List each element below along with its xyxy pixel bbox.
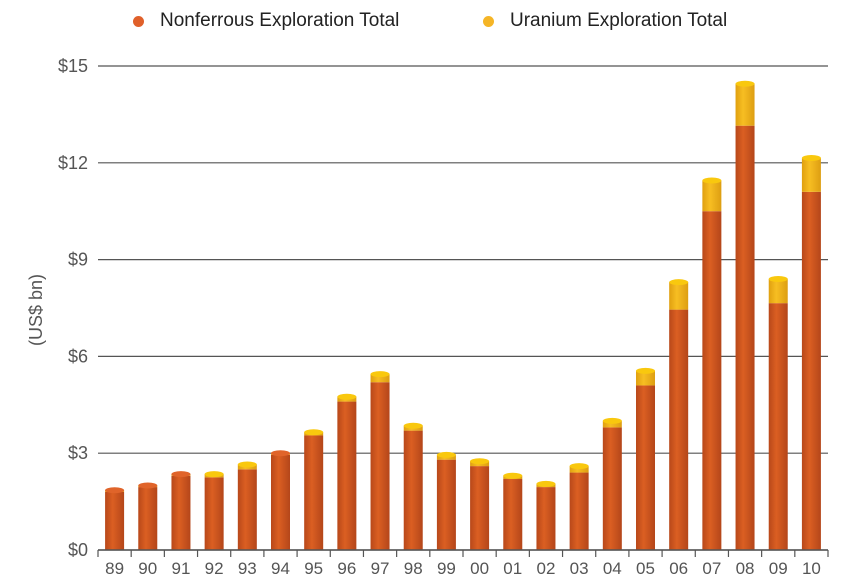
x-tick-label: 06 [669,559,688,578]
bar-nonferrous-05 [636,385,655,550]
x-tick-label: 93 [238,559,257,578]
bar-cap-01 [503,472,523,479]
x-tick-label: 91 [171,559,190,578]
bar-cap-96 [337,393,357,400]
bar-nonferrous-99 [436,459,456,550]
bar-cap-99 [436,451,456,458]
y-tick-label: $0 [68,540,88,560]
bar-cap-98 [403,422,423,429]
x-tick-label: 92 [205,559,224,578]
legend-swatch-nonferrous [133,15,144,27]
x-tick-label: 02 [536,559,555,578]
bar-nonferrous-01 [503,479,523,550]
x-tick-label: 00 [470,559,489,578]
x-tick-label: 03 [570,559,589,578]
legend-item-uranium: Uranium Exploration Total [483,10,727,32]
bar-nonferrous-94 [271,454,290,550]
bar-uranium-05 [636,370,655,386]
bar-nonferrous-08 [735,125,755,551]
bar-cap-90 [138,482,158,489]
y-tick-label: $9 [68,250,88,270]
bar-nonferrous-95 [304,435,324,550]
x-tick-label: 04 [603,559,622,578]
x-tick-label: 98 [404,559,423,578]
bar-cap-04 [602,417,622,424]
bar-nonferrous-98 [403,430,423,550]
y-tick-label: $3 [68,443,88,463]
x-tick-label: 90 [138,559,157,578]
bar-cap-93 [237,461,257,468]
bar-nonferrous-04 [602,427,622,550]
bar-uranium-07 [702,180,722,212]
x-tick-label: 09 [769,559,788,578]
bar-nonferrous-92 [204,477,224,550]
bar-cap-03 [569,463,589,470]
bar-nonferrous-10 [801,191,821,550]
x-tick-label: 99 [437,559,456,578]
bar-cap-10 [801,154,821,161]
legend-swatch-uranium [483,15,494,27]
bar-nonferrous-09 [768,303,788,550]
bar-cap-00 [470,458,490,465]
x-tick-label: 07 [702,559,721,578]
bar-nonferrous-02 [536,487,556,550]
bar-nonferrous-03 [569,472,589,550]
bar-cap-91 [171,471,191,478]
legend-item-nonferrous: Nonferrous Exploration Total [133,10,399,32]
x-tick-label: 97 [371,559,390,578]
y-axis-title: (US$ bn) [26,274,46,346]
bar-cap-92 [204,471,224,478]
bar-uranium-08 [735,83,755,126]
y-tick-label: $15 [58,56,88,76]
bar-cap-09 [768,275,788,282]
bar-uranium-97 [370,374,390,383]
legend-label-nonferrous: Nonferrous Exploration Total [160,10,400,31]
x-tick-label: 96 [337,559,356,578]
x-tick-label: 89 [105,559,124,578]
bar-cap-06 [669,279,689,286]
bar-cap-95 [304,429,324,436]
bar-uranium-04 [602,420,622,428]
x-tick-label: 01 [503,559,522,578]
bar-uranium-03 [569,466,589,473]
bar-nonferrous-97 [370,382,390,550]
bar-nonferrous-06 [669,309,689,550]
bar-nonferrous-91 [171,475,191,550]
bar-cap-89 [105,487,125,494]
bar-cap-94 [271,450,290,457]
bar-nonferrous-89 [105,491,125,550]
bar-cap-07 [702,177,722,184]
y-tick-label: $6 [68,346,88,366]
bar-cap-05 [636,367,655,374]
bar-cap-02 [536,480,556,487]
legend: Nonferrous Exploration Total Uranium Exp… [0,10,868,36]
x-tick-label: 94 [271,559,290,578]
x-tick-label: 05 [636,559,655,578]
bar-nonferrous-96 [337,401,357,550]
bar-nonferrous-93 [237,469,257,550]
bar-uranium-06 [669,282,689,310]
x-tick-label: 95 [304,559,323,578]
bar-uranium-10 [801,157,821,192]
x-tick-label: 08 [736,559,755,578]
x-tick-label: 10 [802,559,821,578]
bar-nonferrous-00 [470,466,490,550]
bar-uranium-09 [768,278,788,304]
bar-cap-97 [370,371,390,378]
bar-nonferrous-07 [702,211,722,550]
bar-cap-08 [735,80,755,87]
y-tick-label: $12 [58,153,88,173]
legend-label-uranium: Uranium Exploration Total [510,10,728,31]
bar-nonferrous-90 [138,487,158,550]
